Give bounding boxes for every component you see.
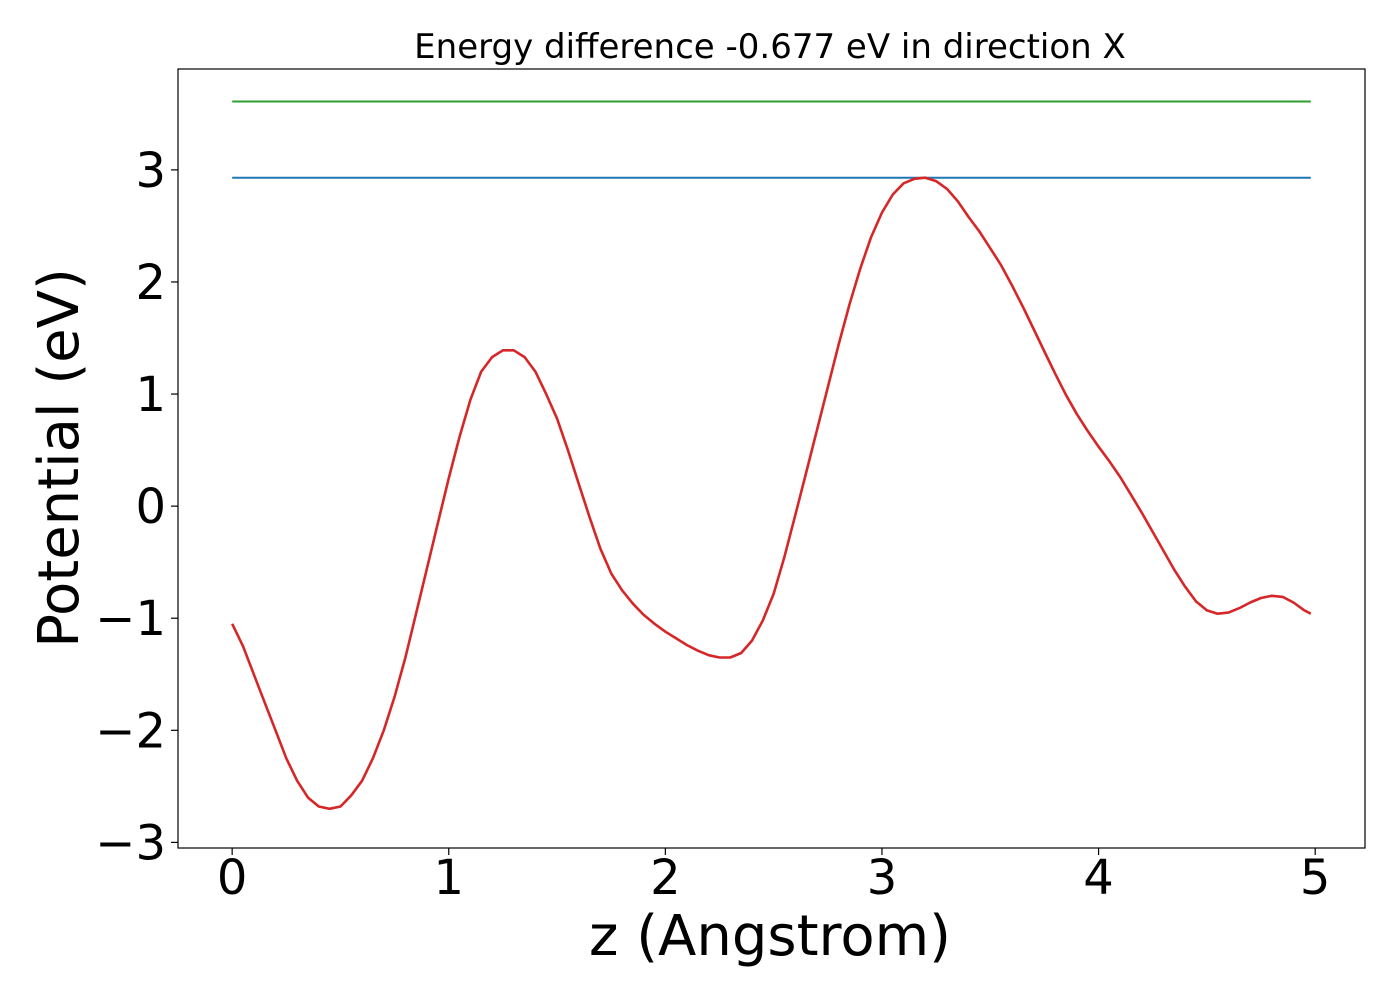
x-tick-label: 0 (217, 850, 248, 906)
y-tick-label: −1 (95, 591, 166, 647)
chart-title: Energy difference -0.677 eV in direction… (414, 27, 1126, 67)
x-tick-label: 4 (1083, 850, 1114, 906)
y-tick-label: 2 (135, 255, 166, 311)
series-layer (231, 100, 1312, 811)
y-tick-label: 0 (135, 479, 166, 535)
y-tick-label: 1 (135, 367, 166, 423)
y-tick-label: 3 (135, 143, 166, 199)
x-axis-label: z (Angstrom) (589, 904, 951, 969)
y-tick-label: −3 (95, 815, 166, 871)
x-tick-label: 1 (433, 850, 464, 906)
y-axis: −3 −2 −1 0 1 2 3 (95, 143, 178, 871)
x-tick-label: 3 (867, 850, 898, 906)
x-tick-label: 2 (650, 850, 681, 906)
series-line-2 (231, 176, 1312, 811)
x-axis: 0 1 2 3 4 5 (217, 848, 1331, 906)
y-axis-label: Potential (eV) (27, 268, 92, 648)
y-tick-label: −2 (95, 703, 166, 759)
plot-frame (177, 68, 1366, 849)
x-tick-label: 5 (1300, 850, 1331, 906)
